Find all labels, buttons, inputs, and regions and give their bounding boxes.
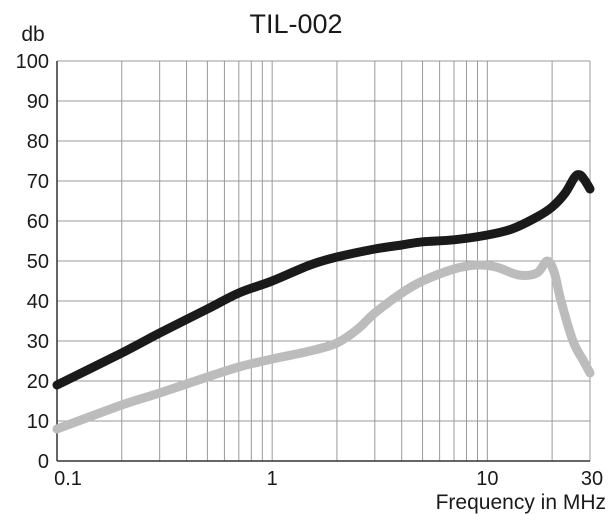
y-tick-label: 20 bbox=[27, 371, 49, 393]
x-tick-label: 30 bbox=[581, 468, 603, 490]
series-line-0 bbox=[52, 170, 595, 390]
series-line-1 bbox=[52, 256, 595, 434]
y-tick-label: 60 bbox=[27, 211, 49, 233]
chart-title: TIL-002 bbox=[249, 9, 342, 39]
y-tick-label: 0 bbox=[38, 451, 49, 473]
x-axis-label: Frequency in MHz bbox=[436, 491, 606, 514]
y-tick-label: 10 bbox=[27, 411, 49, 433]
x-tick-label: 0.1 bbox=[54, 468, 82, 490]
x-tick-label: 10 bbox=[476, 468, 498, 490]
y-tick-label: 100 bbox=[16, 51, 49, 73]
y-tick-label: 50 bbox=[27, 251, 49, 273]
x-tick-label: 1 bbox=[267, 468, 278, 490]
y-tick-label: 30 bbox=[27, 331, 49, 353]
y-tick-labels: 0 10 20 30 40 50 60 70 80 90 100 bbox=[16, 51, 49, 473]
y-tick-label: 80 bbox=[27, 131, 49, 153]
grid-lines bbox=[56, 60, 591, 462]
series-lines bbox=[52, 170, 595, 434]
y-tick-label: 90 bbox=[27, 91, 49, 113]
y-axis-label: db bbox=[21, 23, 44, 46]
y-tick-label: 70 bbox=[27, 171, 49, 193]
y-tick-label: 40 bbox=[27, 291, 49, 313]
x-tick-labels: 0.1 1 10 30 bbox=[54, 468, 603, 490]
